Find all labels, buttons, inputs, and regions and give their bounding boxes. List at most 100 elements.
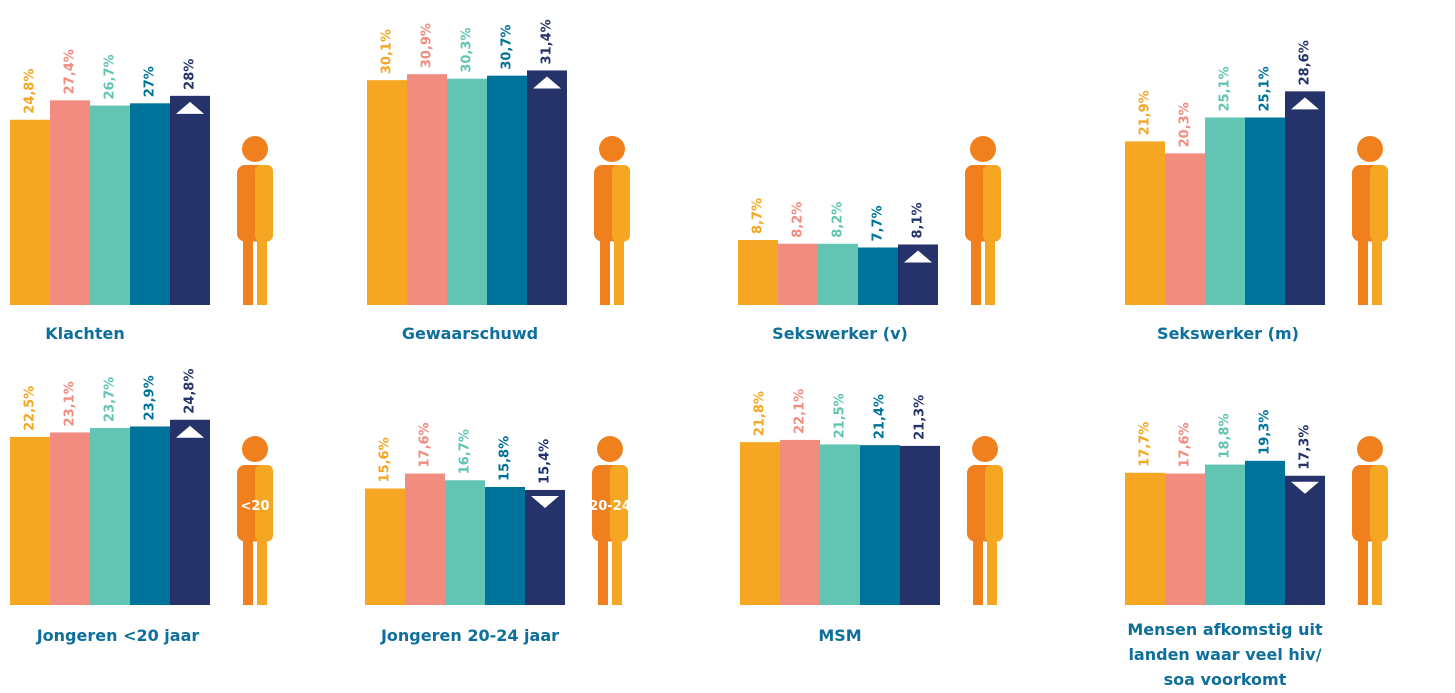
value-label: 27% [143, 66, 158, 97]
chart-title: soa voorkomt [1164, 670, 1287, 689]
bar [1285, 476, 1325, 605]
bar [90, 428, 130, 605]
bar [170, 96, 210, 305]
value-label: 26,7% [103, 54, 118, 99]
figure-leg [971, 236, 981, 305]
figure-body-half [983, 165, 1001, 242]
bar [860, 445, 900, 605]
value-label: 21,9% [1138, 90, 1153, 135]
bar [780, 440, 820, 605]
chart-title: Sekswerker (v) [772, 324, 908, 343]
value-label: 27,4% [63, 49, 78, 94]
bar [1205, 465, 1245, 605]
bar [170, 420, 210, 605]
bar [50, 100, 90, 305]
bar-chart: 8,7%8,2%8,2%7,7%8,1%Sekswerker (v) [738, 136, 1001, 343]
figure-leg [257, 536, 267, 605]
bar-chart: 30,1%30,9%30,3%30,7%31,4%Gewaarschuwd [367, 19, 630, 343]
value-label: 25,1% [1218, 66, 1233, 111]
bar-chart: 24,8% 27,4% 26,7% 27% 28% Klachten [10, 49, 273, 343]
value-label: 31,4% [540, 19, 555, 64]
value-label: 30,9% [420, 23, 435, 68]
value-label: 21,5% [833, 393, 848, 438]
figure-head [242, 436, 268, 462]
value-label: 24,8% [23, 69, 38, 114]
figure-leg [973, 536, 983, 605]
figure-leg [1358, 536, 1368, 605]
figure-head [972, 436, 998, 462]
infographic: 24,8% 27,4% 26,7% 27% 28% Klachten 30,1% 30,9% 3… [0, 0, 1455, 693]
value-label: 20,3% [1178, 102, 1193, 147]
value-label: 18,8% [1218, 413, 1233, 458]
figure-body-half [255, 165, 273, 242]
figure-leg [243, 536, 253, 605]
bar [818, 244, 858, 305]
chart-title: Sekswerker (m) [1157, 324, 1299, 343]
value-label: 21,8% [753, 391, 768, 436]
bar [1285, 91, 1325, 305]
bar [900, 446, 940, 605]
figure-body-half [985, 465, 1003, 542]
bar [130, 426, 170, 605]
bar [1245, 118, 1285, 305]
value-label: 21,4% [873, 394, 888, 439]
figure-leg [612, 536, 622, 605]
value-label: 30,1% [380, 29, 395, 74]
figure-leg [1372, 536, 1382, 605]
chart-title: Klachten [45, 324, 124, 343]
bar [90, 106, 130, 305]
figure-leg [987, 536, 997, 605]
figure-leg [598, 536, 608, 605]
value-label: 8,2% [831, 202, 846, 238]
bar [1125, 141, 1165, 305]
figure-leg [985, 236, 995, 305]
icon-label: <20 [241, 499, 270, 514]
figure-head [242, 136, 268, 162]
bar [858, 247, 898, 305]
figure-head [597, 436, 623, 462]
value-label: 17,6% [1178, 422, 1193, 467]
bar [10, 437, 50, 605]
bar [367, 80, 407, 305]
value-label: 28% [183, 59, 198, 90]
bar [50, 432, 90, 605]
value-label: 22,1% [793, 389, 808, 434]
figure-leg [243, 236, 253, 305]
value-label: 8,1% [911, 202, 926, 238]
figure-head [599, 136, 625, 162]
bar [778, 244, 818, 305]
bar [485, 487, 525, 605]
bar [10, 120, 50, 305]
figure-leg [1358, 236, 1368, 305]
figure-body-half [612, 165, 630, 242]
bar [1165, 474, 1205, 605]
figure-head [970, 136, 996, 162]
bar [487, 76, 527, 305]
icon-label: 20-24 [589, 499, 631, 514]
value-label: 8,2% [791, 202, 806, 238]
value-label: 24,8% [183, 369, 198, 414]
chart-title: landen waar veel hiv/ [1128, 645, 1321, 664]
chart-title: MSM [818, 626, 861, 645]
bar-chart: 15,6%17,6%16,7%15,8%15,4%20-24Jongeren 2… [365, 422, 631, 645]
bar [405, 474, 445, 605]
value-label: 17,6% [418, 422, 433, 467]
chart-title: Jongeren <20 jaar [36, 626, 200, 645]
figure-head [1357, 436, 1383, 462]
value-label: 15,8% [498, 436, 513, 481]
value-label: 25,1% [1258, 66, 1273, 111]
bar [820, 444, 860, 605]
bar [1165, 153, 1205, 305]
figure-head [1357, 136, 1383, 162]
value-label: 17,3% [1298, 425, 1313, 470]
figure-leg [257, 236, 267, 305]
figure-body-half [1370, 165, 1388, 242]
bar [740, 442, 780, 605]
value-label: 23,9% [143, 375, 158, 420]
value-label: 28,6% [1298, 40, 1313, 85]
bar [738, 240, 778, 305]
value-label: 17,7% [1138, 422, 1153, 467]
value-label: 23,1% [63, 381, 78, 426]
chart-title: Gewaarschuwd [402, 324, 538, 343]
